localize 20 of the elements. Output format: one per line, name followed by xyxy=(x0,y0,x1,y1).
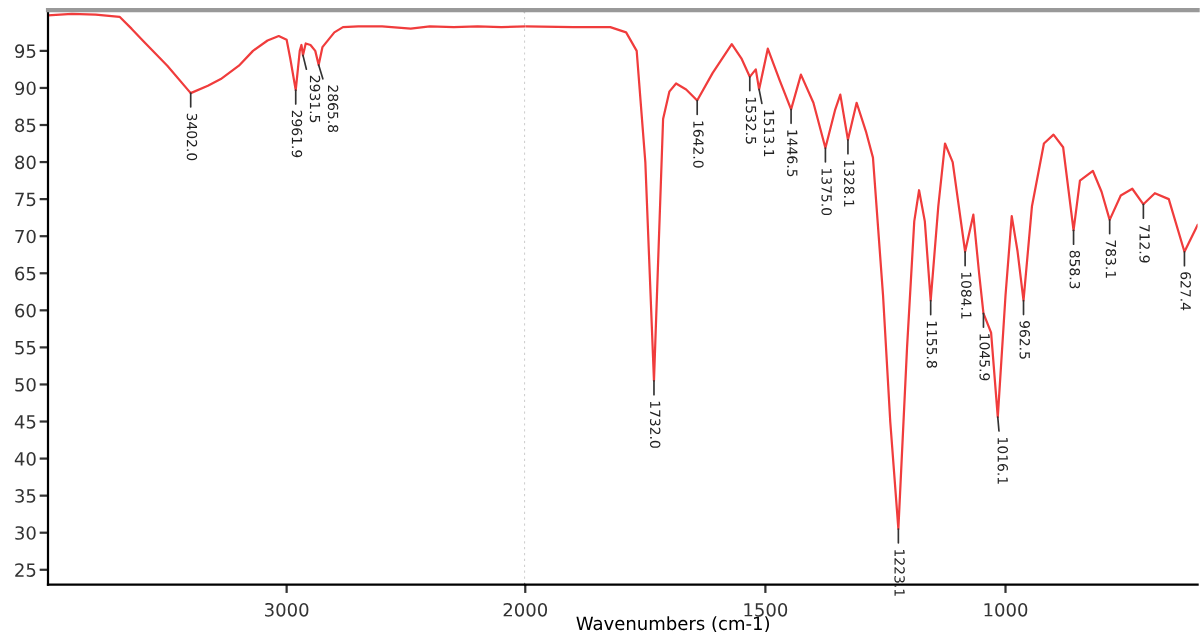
y-tick-label: 75 xyxy=(15,192,36,207)
x-tick-label: 1500 xyxy=(744,602,788,617)
x-tick-label: 1000 xyxy=(984,602,1028,617)
y-tick-label: 70 xyxy=(15,229,36,244)
y-tick-label: 80 xyxy=(15,155,36,170)
y-tick-label: 55 xyxy=(15,341,36,355)
y-tick-label: 40 xyxy=(14,452,36,466)
x-tick-label: 3000 xyxy=(265,602,309,617)
y-tick-label: 45 xyxy=(14,415,36,429)
y-tick-label: 65 xyxy=(15,266,36,281)
y-tick-label: 60 xyxy=(15,303,36,318)
y-tick-label: 95 xyxy=(15,44,36,58)
y-tick-label: 85 xyxy=(15,118,36,133)
y-tick-label: 90 xyxy=(15,81,36,96)
x-tick-label: 2000 xyxy=(503,602,548,617)
y-tick-label: 35 xyxy=(15,489,36,503)
x-axis-title: Wavenumbers (cm-1) xyxy=(576,616,770,632)
y-tick-label: 50 xyxy=(15,377,36,392)
y-tick-label: 30 xyxy=(15,526,36,540)
y-tick-label: 25 xyxy=(15,563,36,577)
